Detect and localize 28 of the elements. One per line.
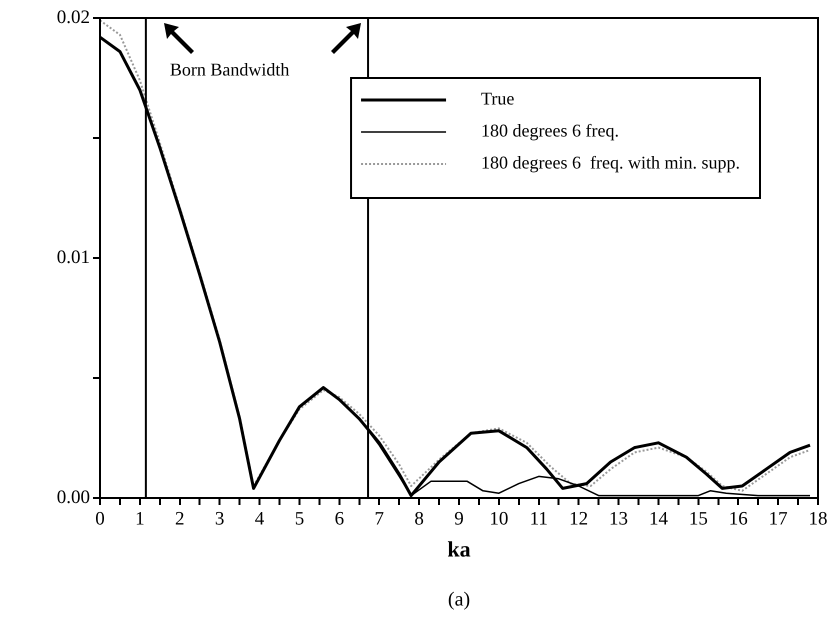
x-tick-label: 9 [454, 508, 464, 530]
x-tick-label: 6 [334, 508, 344, 530]
x-tick-label: 5 [294, 508, 304, 530]
x-tick-label: 11 [530, 508, 548, 530]
y-tick-label: 0.01 [56, 246, 90, 268]
x-tick-label: 4 [254, 508, 265, 530]
x-tick-label: 8 [414, 508, 424, 530]
x-tick-label: 7 [374, 508, 384, 530]
legend-label: 180 degrees 6 freq. [481, 120, 619, 141]
y-tick-label: 0.02 [56, 6, 90, 28]
x-axis-title: ka [447, 536, 471, 562]
x-tick-label: 0 [95, 508, 105, 530]
x-tick-label: 18 [808, 508, 828, 530]
x-tick-label: 16 [728, 508, 748, 530]
x-tick-label: 13 [609, 508, 628, 530]
y-tick-label: 0.00 [56, 486, 90, 508]
x-tick-label: 1 [135, 508, 145, 530]
legend-label: 180 degrees 6 freq. with min. supp. [481, 152, 740, 173]
x-tick-label: 10 [489, 508, 508, 530]
x-tick-label: 12 [569, 508, 588, 530]
x-tick-label: 14 [648, 508, 668, 530]
legend-label: True [481, 88, 514, 109]
x-tick-label: 15 [688, 508, 708, 530]
x-tick-label: 17 [768, 508, 788, 530]
x-tick-label: 2 [175, 508, 185, 530]
annotation: Born Bandwidth [170, 60, 290, 80]
x-tick-label: 3 [214, 508, 224, 530]
text: (a) [448, 588, 470, 610]
